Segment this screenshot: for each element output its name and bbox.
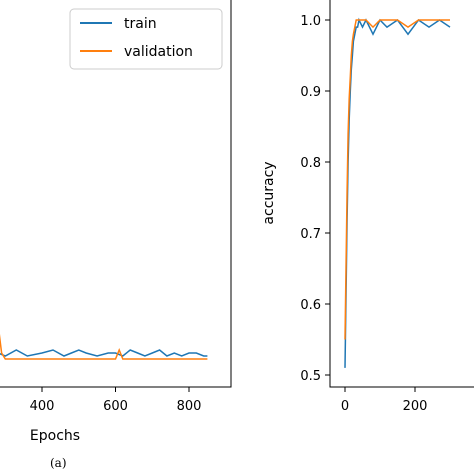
accuracy-x-tick-label-0: 0 [341,399,349,414]
loss-series-train [0,349,208,357]
accuracy-x-ticks: 0 200 [341,387,428,414]
loss-x-tick-label-600: 600 [103,399,128,414]
legend-label-train: train [124,16,157,32]
accuracy-x-tick-label-200: 200 [403,399,428,414]
loss-x-ticks: 400 600 800 [30,387,202,414]
accuracy-y-tick-label-0: 0.5 [300,369,321,384]
accuracy-y-tick-label-3: 0.8 [300,156,321,171]
accuracy-y-ticks: 0.5 0.6 0.7 0.8 0.9 1.0 [300,14,330,384]
legend-label-validation: validation [124,44,193,60]
accuracy-y-tick-label-4: 0.9 [300,85,321,100]
accuracy-panel: 0.5 0.6 0.7 0.8 0.9 1.0 0 200 accuracy [261,0,474,414]
figure-caption: (a) [50,456,67,470]
accuracy-y-tick-label-2: 0.7 [300,227,321,242]
accuracy-lines [344,17,451,368]
loss-x-tick-label-800: 800 [177,399,202,414]
accuracy-series-train [344,17,451,368]
accuracy-axes-frame [329,0,474,388]
loss-lines [0,333,208,360]
loss-x-tick-label-400: 400 [30,399,55,414]
loss-panel: 400 600 800 Epochs train validation [0,0,232,444]
accuracy-y-tick-label-1: 0.6 [300,298,321,313]
accuracy-series-validation [344,19,450,340]
accuracy-y-tick-label-5: 1.0 [300,14,321,29]
loss-series-validation [0,333,208,360]
loss-x-axis-label: Epochs [30,428,80,444]
accuracy-y-axis-label: accuracy [261,161,277,224]
legend: train validation [69,8,223,70]
